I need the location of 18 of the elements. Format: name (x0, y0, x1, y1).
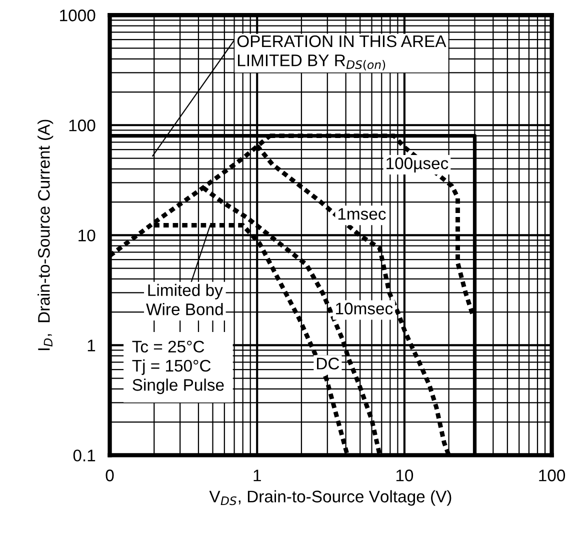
y-tick-label: 1 (88, 340, 96, 352)
annotation: 100µsec (386, 157, 448, 173)
x-tick-label: 10 (396, 470, 414, 482)
annotation: 1msec (338, 208, 386, 220)
x-axis-title: V$_{DS}$, Drain-to-Source Voltage (V) (209, 490, 452, 506)
y-tick-label: 0.1 (73, 450, 96, 462)
y-tick-label: 10 (78, 230, 96, 242)
y-tick-label: 1000 (60, 10, 96, 22)
y-axis-title: I$_{D}$, Drain-to-Source Current (A) (38, 120, 54, 350)
x-tick-label: 100 (539, 470, 566, 482)
annotation: Tc = 25°C Tj = 150°C Single Pulse (132, 340, 224, 394)
x-tick-label: 0 (106, 470, 114, 482)
annotation: Limited by Wire Bond (146, 284, 223, 316)
x-tick-label: 1 (254, 470, 261, 482)
annotation: OPERATION IN THIS AREA LIMITED BY R$_{DS(on)}$ (237, 35, 446, 70)
y-tick-label: 100 (69, 120, 96, 132)
annotation: 10msec (336, 302, 393, 314)
annotation: DC (317, 358, 340, 370)
